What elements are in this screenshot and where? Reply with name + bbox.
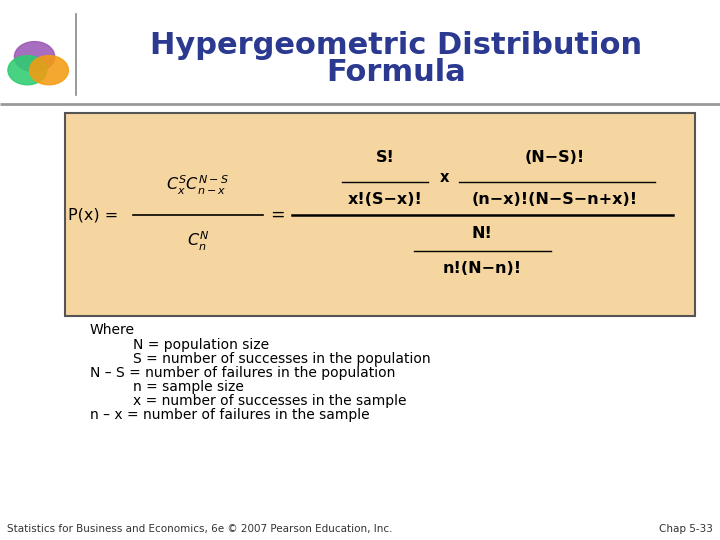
Text: n – x = number of failures in the sample: n – x = number of failures in the sample [90,408,369,422]
Text: Where: Where [90,323,135,338]
Circle shape [14,42,55,72]
Text: Statistics for Business and Economics, 6e © 2007 Pearson Education, Inc.: Statistics for Business and Economics, 6… [7,523,392,534]
Text: (N−S)!: (N−S)! [524,151,585,165]
Text: (n−x)!(N−S−n+x)!: (n−x)!(N−S−n+x)! [472,192,637,207]
Text: Formula: Formula [326,58,466,87]
Text: N – S = number of failures in the population: N – S = number of failures in the popula… [90,366,395,380]
Text: N = population size: N = population size [133,338,269,352]
Text: n!(N−n)!: n!(N−n)! [443,261,522,276]
Text: x!(S−x)!: x!(S−x)! [348,192,423,207]
Text: =: = [270,206,284,224]
Text: N!: N! [472,226,492,241]
Text: S!: S! [376,151,395,165]
Text: P(x) =: P(x) = [68,207,124,222]
Text: n = sample size: n = sample size [133,380,244,394]
Text: $C_x^S C_{n-x}^{N-S}$: $C_x^S C_{n-x}^{N-S}$ [166,173,230,197]
Text: S = number of successes in the population: S = number of successes in the populatio… [133,352,431,366]
Text: x: x [440,171,450,185]
Text: Hypergeometric Distribution: Hypergeometric Distribution [150,31,642,60]
FancyBboxPatch shape [65,113,695,316]
Text: Chap 5-33: Chap 5-33 [659,523,713,534]
Circle shape [8,56,47,85]
Text: $C_n^N$: $C_n^N$ [186,230,210,253]
Text: x = number of successes in the sample: x = number of successes in the sample [133,394,407,408]
Circle shape [30,56,68,85]
